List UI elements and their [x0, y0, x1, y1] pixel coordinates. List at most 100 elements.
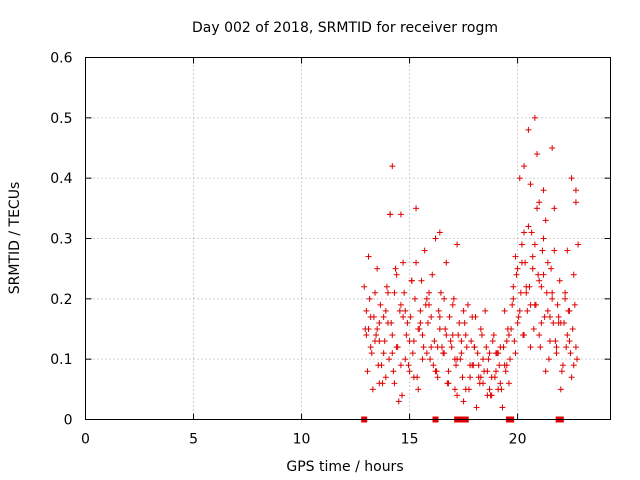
data-point: [482, 307, 489, 314]
data-point: [365, 253, 372, 260]
data-point: [460, 307, 467, 314]
data-point: [397, 301, 404, 308]
data-point: [432, 235, 439, 242]
y-tick-label: 0.5: [50, 111, 72, 127]
data-point: [428, 313, 435, 320]
data-point: [374, 326, 381, 332]
data-point: [566, 338, 573, 345]
data-point: [382, 374, 389, 381]
data-point: [564, 332, 571, 339]
data-point: [366, 295, 373, 302]
data-point: [551, 247, 558, 254]
data-point: [521, 229, 528, 236]
data-point: [406, 338, 413, 345]
data-point: [445, 368, 452, 375]
data-point: [441, 350, 448, 357]
x-tick-label: 15: [401, 432, 419, 448]
x-axis-ticks: 0 5 10 15 20: [81, 57, 527, 448]
data-point: [415, 326, 422, 332]
grid-lines: [85, 57, 611, 420]
data-point: [472, 313, 479, 320]
data-point: [540, 187, 547, 194]
data-point: [505, 380, 512, 387]
data-point: [387, 211, 394, 218]
data-point: [509, 301, 516, 308]
data-point: [458, 350, 465, 357]
x-tick-label: 20: [509, 432, 527, 448]
data-point: [543, 289, 550, 296]
data-point: [449, 301, 456, 308]
data-point: [545, 356, 552, 363]
data-point: [419, 356, 426, 363]
y-tick-label: 0.1: [50, 352, 72, 368]
data-point: [434, 344, 441, 351]
data-point: [437, 289, 444, 296]
data-point: [392, 265, 399, 272]
data-point: [418, 277, 425, 284]
data-point: [455, 332, 462, 339]
data-point: [476, 380, 483, 387]
data-point: [512, 253, 519, 260]
data-point: [395, 398, 402, 405]
data-point: [555, 313, 562, 320]
data-point: [397, 211, 404, 218]
data-point: [447, 338, 454, 345]
data-point: [488, 392, 495, 399]
data-point: [436, 229, 443, 236]
data-point: [442, 326, 449, 332]
data-point: [480, 356, 487, 363]
data-point: [539, 247, 546, 254]
data-point: [415, 386, 422, 393]
data-point: [528, 229, 535, 236]
data-point: [516, 175, 523, 182]
data-point: [406, 368, 413, 375]
data-point: [393, 271, 400, 278]
data-point: [517, 289, 524, 296]
chart-title: Day 002 of 2018, SRMTID for receiver rog…: [192, 20, 498, 36]
data-point: [536, 332, 543, 339]
data-point: [516, 307, 523, 314]
data-point: [405, 362, 412, 369]
data-point: [536, 277, 543, 284]
data-point: [518, 259, 525, 266]
data-point: [376, 380, 383, 387]
data-point: [363, 332, 370, 339]
data-point: [510, 283, 517, 290]
data-point: [436, 313, 443, 320]
data-point: [549, 145, 556, 151]
data-point: [427, 356, 434, 363]
data-point: [523, 283, 530, 290]
data-point: [380, 350, 387, 357]
data-point: [477, 326, 484, 332]
data-point: [548, 265, 555, 272]
data-point: [367, 313, 374, 320]
data-point: [570, 271, 577, 278]
data-point: [376, 319, 383, 326]
data-point: [549, 295, 556, 302]
data-point: [530, 326, 537, 332]
data-point: [501, 362, 508, 369]
data-point: [456, 319, 463, 326]
data-point: [521, 163, 528, 170]
plot-frame: [85, 57, 611, 420]
data-point: [386, 356, 393, 363]
data-point: [424, 319, 431, 326]
data-point: [369, 386, 376, 393]
data-point: [552, 338, 559, 345]
data-point: [391, 289, 398, 296]
data-point: [421, 247, 428, 254]
data-point: [436, 326, 443, 332]
data-point: [450, 295, 457, 302]
data-point: [534, 205, 541, 212]
data-point: [569, 326, 576, 332]
data-point: [399, 392, 406, 399]
data-points: [361, 114, 582, 411]
data-point: [477, 374, 484, 381]
data-point: [572, 344, 579, 351]
data-point: [563, 344, 570, 351]
data-point: [490, 332, 497, 339]
data-point: [441, 295, 448, 302]
data-point: [537, 344, 544, 351]
data-point: [514, 319, 521, 326]
data-point: [400, 259, 407, 266]
